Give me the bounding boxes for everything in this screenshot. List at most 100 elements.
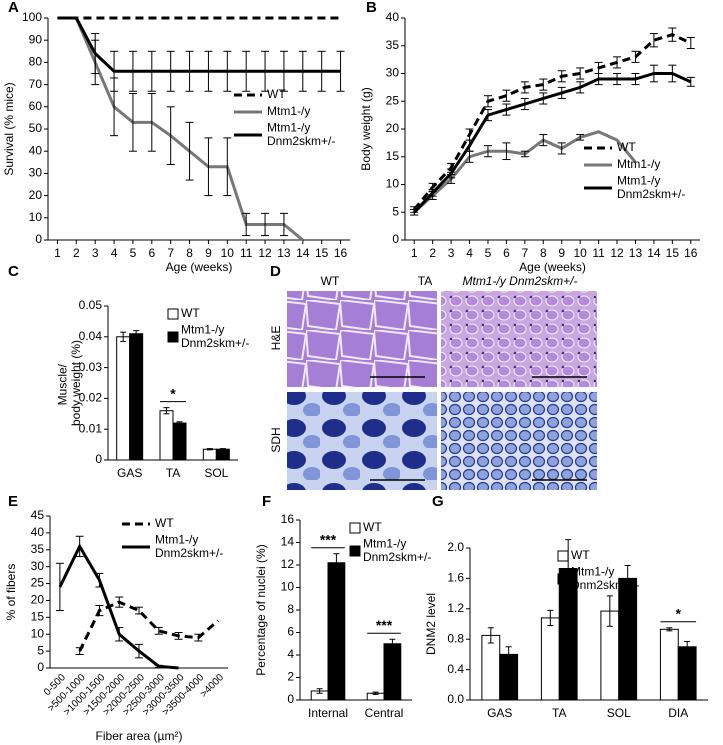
- x-tick-label: 11: [240, 246, 253, 260]
- x-tick-label: TA: [166, 466, 180, 480]
- y-axis-label: Body weight (g): [359, 87, 373, 170]
- bar: [116, 336, 131, 461]
- y-tick-label: 8: [287, 602, 294, 616]
- x-tick-label: 1: [411, 246, 418, 260]
- x-axis-label: Fiber area (µm²): [96, 729, 183, 743]
- y-tick-label: 20: [29, 188, 43, 202]
- y-tick-label: 100: [22, 10, 42, 24]
- panel-letter: D: [270, 263, 281, 280]
- bar: [327, 562, 346, 701]
- column-label: WT: [321, 274, 340, 288]
- bar: [129, 333, 144, 461]
- y-tick-label: 40: [29, 143, 43, 157]
- legend-label: WT: [617, 140, 636, 154]
- line: [57, 16, 341, 73]
- y-tick-label: 5: [392, 204, 399, 218]
- x-tick-label: 10: [573, 246, 587, 260]
- x-tick-label: 3: [92, 246, 99, 260]
- legend-label: Mtm1-/y Dnm2skm+/-: [363, 537, 431, 565]
- x-tick-label: 12: [610, 246, 624, 260]
- y-tick-label: 20: [386, 121, 400, 135]
- panel-title: TA: [418, 274, 432, 288]
- bar: [383, 643, 402, 701]
- bar: [172, 422, 187, 461]
- y-axis-label: Percentage of nuclei (%): [254, 544, 268, 675]
- x-tick-label: Central: [365, 706, 404, 720]
- y-tick-label: 0.05: [79, 298, 103, 312]
- legend-swatch: [557, 550, 569, 562]
- y-tick-label: 4: [287, 647, 294, 661]
- y-tick-label: 0.8: [447, 631, 464, 645]
- x-axis-label: Age (weeks): [519, 260, 586, 274]
- x-tick-label: GAS: [487, 706, 512, 720]
- y-tick-label: 10: [281, 580, 295, 594]
- y-tick-label: 30: [31, 559, 45, 573]
- y-tick-label: 2: [287, 670, 294, 684]
- x-tick-label: 14: [647, 246, 661, 260]
- y-tick-label: 0.01: [79, 421, 103, 435]
- y-tick-label: 0: [287, 692, 294, 706]
- panel-letter: F: [262, 493, 271, 510]
- line: [413, 33, 692, 211]
- x-tick-label: 8: [540, 246, 547, 260]
- y-tick-label: 30: [29, 166, 43, 180]
- micrograph: [287, 291, 437, 387]
- bar: [215, 448, 230, 461]
- legend-label: Mtm1-/y Dnm2skm+/-: [571, 565, 639, 593]
- micrograph: [441, 392, 597, 490]
- annotation: ***: [320, 531, 337, 547]
- column-label: Mtm1-/y Dnm2skm+/-: [462, 274, 577, 288]
- y-tick-label: 80: [29, 55, 43, 69]
- panel-d: D WT TA Mtm1-/y Dnm2skm+/- H&E SDH: [269, 263, 597, 490]
- y-tick-label: 6: [287, 625, 294, 639]
- y-tick-label: 45: [31, 508, 45, 522]
- legend-swatch: [167, 308, 179, 320]
- y-tick-label: 30: [386, 66, 400, 80]
- y-tick-label: 40: [386, 10, 400, 24]
- row-label: H&E: [269, 326, 283, 351]
- x-tick-label: 7: [167, 246, 174, 260]
- legend-label: WT: [363, 520, 382, 534]
- y-tick-label: 70: [29, 77, 43, 91]
- y-axis-label: Survival (% mice): [2, 82, 16, 175]
- x-tick-label: 6: [148, 246, 155, 260]
- bar: [481, 634, 501, 701]
- x-tick-label: 11: [592, 246, 605, 260]
- y-tick-label: 16: [281, 512, 295, 526]
- legend-label: Mtm1-/y Dnm2skm+/-: [181, 323, 249, 351]
- legend-label: WT: [571, 548, 590, 562]
- panel-letter: A: [8, 0, 19, 16]
- micrograph: [287, 392, 437, 490]
- x-tick-label: 7: [522, 246, 529, 260]
- line: [78, 600, 220, 652]
- y-tick-label: 0: [35, 232, 42, 246]
- y-tick-label: 15: [31, 610, 45, 624]
- line: [57, 16, 304, 242]
- legend-label: Mtm1-/y: [617, 157, 660, 171]
- y-tick-label: 15: [386, 149, 400, 163]
- x-tick-label: 5: [130, 246, 137, 260]
- legend-swatch: [349, 545, 361, 557]
- bar: [202, 448, 217, 461]
- x-tick-label: SOL: [607, 706, 631, 720]
- x-tick-label: 13: [277, 246, 291, 260]
- x-tick-label: 4: [466, 246, 473, 260]
- legend-swatch: [349, 522, 361, 534]
- x-tick-label: 15: [666, 246, 680, 260]
- y-axis-label: Muscle/ body weight (%): [56, 340, 84, 426]
- line: [413, 72, 692, 214]
- legend-label: Mtm1-/y Dnm2skm+/-: [267, 121, 335, 149]
- y-tick-label: 0.0: [447, 692, 464, 706]
- x-tick-label: SOL: [204, 466, 228, 480]
- legend-label: WT: [181, 306, 200, 320]
- x-tick-label: 8: [186, 246, 193, 260]
- legend-label: Mtm1-/y Dnm2skm+/-: [617, 174, 685, 202]
- y-tick-label: 35: [31, 542, 45, 556]
- bar: [159, 410, 174, 461]
- x-tick-label: 1: [54, 246, 61, 260]
- y-tick-label: 35: [386, 38, 400, 52]
- y-tick-label: 0: [392, 232, 399, 246]
- annotation: *: [676, 606, 682, 622]
- legend-label: Mtm1-/y: [267, 104, 310, 118]
